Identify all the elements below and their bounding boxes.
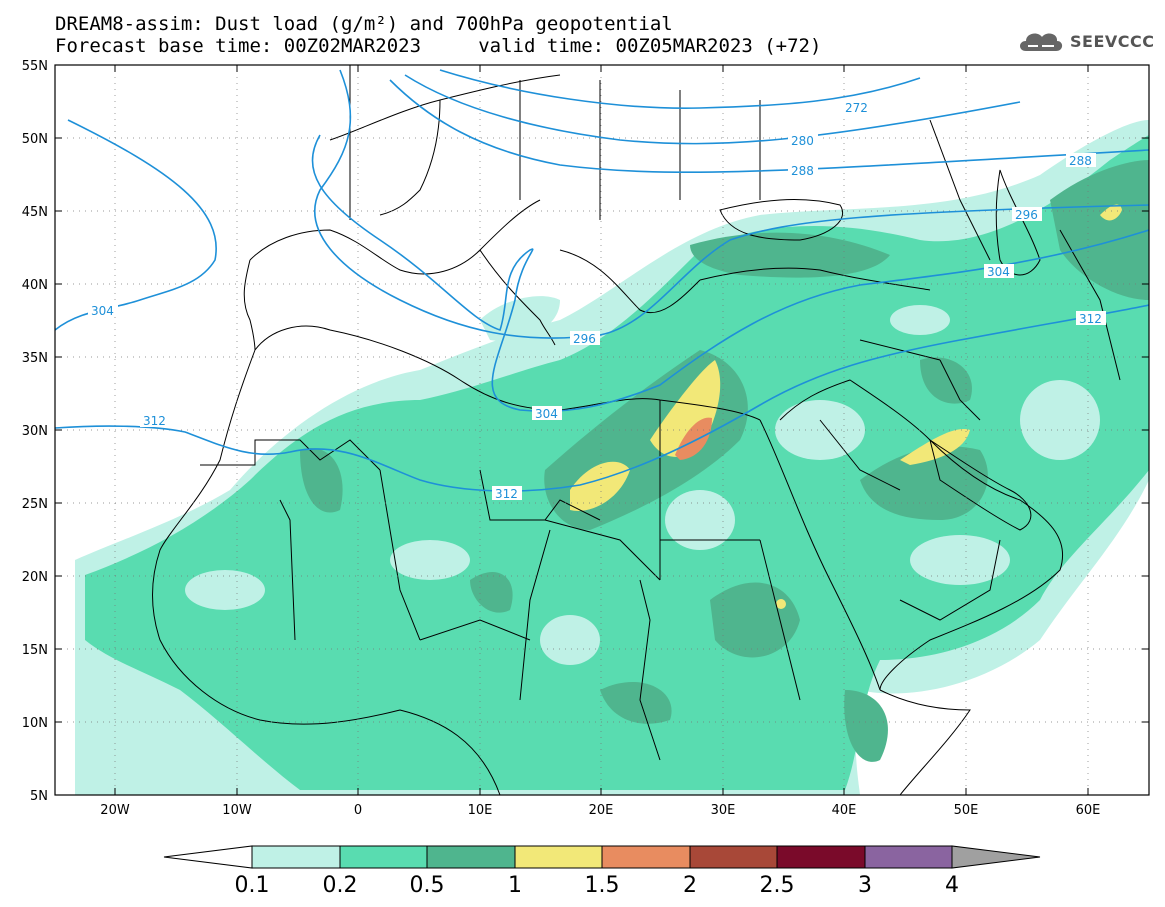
dust-layer-holes [185,305,1100,665]
contour-label: 304 [984,264,1014,279]
colorbar-bin [251,845,341,869]
svg-text:304: 304 [987,265,1010,279]
svg-text:304: 304 [535,407,558,421]
svg-text:312: 312 [143,414,166,428]
forecast-time-line: Forecast base time: 00Z02MAR2023 valid t… [55,35,822,57]
lon-label: 0 [354,803,362,818]
lat-label: 55N [22,59,48,74]
lat-label: 15N [22,643,48,658]
colorbar-label: 1 [508,873,522,898]
contour-312 [55,304,1149,492]
colorbar-label: 1.5 [585,873,620,898]
colorbar-label: 2 [683,873,697,898]
lat-label: 10N [22,716,48,731]
svg-text:296: 296 [1015,208,1038,222]
svg-text:304: 304 [91,304,114,318]
colorbar-low-arrow [163,845,253,869]
lon-label: 60E [1076,803,1101,818]
svg-text:272: 272 [845,101,868,115]
contour-label: 312 [492,486,522,501]
colorbar: 0.1 0.2 0.5 1 1.5 2 2.5 3 4 [163,845,1041,898]
contour-label: 312 [140,413,170,428]
contour-288 [389,79,1149,174]
lon-label: 10E [468,803,493,818]
lon-label: 40E [832,803,857,818]
lon-label: 30E [711,803,736,818]
colorbar-label: 0.2 [323,873,358,898]
contour-label: 272 [842,100,872,115]
lon-label: 10W [222,803,252,818]
lat-label: 50N [22,132,48,147]
contour-272 [439,69,921,109]
latitude-labels: 55N 50N 45N 40N 35N 30N 25N 20N 15N 10N … [22,59,48,804]
tick-marks [55,64,1149,796]
lat-label: 30N [22,424,48,439]
contour-label: 280 [788,133,818,148]
contour-280 [404,74,1021,145]
lat-label: 35N [22,351,48,366]
lat-label: 40N [22,278,48,293]
svg-text:296: 296 [573,332,596,346]
colorbar-bin [689,845,778,869]
lat-label: 20N [22,570,48,585]
colorbar-label: 2.5 [760,873,795,898]
colorbar-label: 0.1 [235,873,270,898]
colorbar-bin [776,845,866,869]
svg-text:312: 312 [495,487,518,501]
colorbar-bin [601,845,691,869]
lat-label: 5N [30,789,48,804]
colorbar-label: 0.5 [410,873,445,898]
lon-label: 20E [589,803,614,818]
geopotential-contours [55,69,1149,492]
svg-text:312: 312 [1079,312,1102,326]
lat-label: 45N [22,205,48,220]
longitude-labels: 20W 10W 0 10E 20E 30E 40E 50E 60E [100,803,1100,818]
contour-label: 288 [1066,153,1096,168]
map-title: DREAM8-assim: Dust load (g/m²) and 700hP… [55,13,673,35]
colorbar-bin [864,845,953,869]
seevccc-logo: SEEVCCC [1016,26,1155,56]
logo-text: SEEVCCC [1070,31,1155,51]
svg-text:280: 280 [791,134,814,148]
lon-label: 20W [100,803,130,818]
colorbar-bin [514,845,603,869]
contour-296 [314,69,1149,339]
contour-labels: 272 280 288 288 296 296 304 304 304 312 … [88,100,1106,501]
contour-label: 296 [1012,207,1042,222]
colorbar-bin [426,845,516,869]
svg-text:288: 288 [791,164,814,178]
svg-text:288: 288 [1069,154,1092,168]
colorbar-label: 4 [945,873,959,898]
contour-label: 304 [532,406,562,421]
colorbar-bin [339,845,428,869]
colorbar-high-arrow [951,845,1041,869]
contour-label: 312 [1076,311,1106,326]
cloud-logo-icon [1020,33,1063,51]
contour-304b [311,134,1149,413]
contour-label: 288 [788,163,818,178]
colorbar-label: 3 [858,873,872,898]
lat-label: 25N [22,497,48,512]
dust-layer-orange [675,417,712,460]
contour-label: 296 [570,331,600,346]
lon-label: 50E [954,803,979,818]
contour-label: 304 [88,303,118,318]
